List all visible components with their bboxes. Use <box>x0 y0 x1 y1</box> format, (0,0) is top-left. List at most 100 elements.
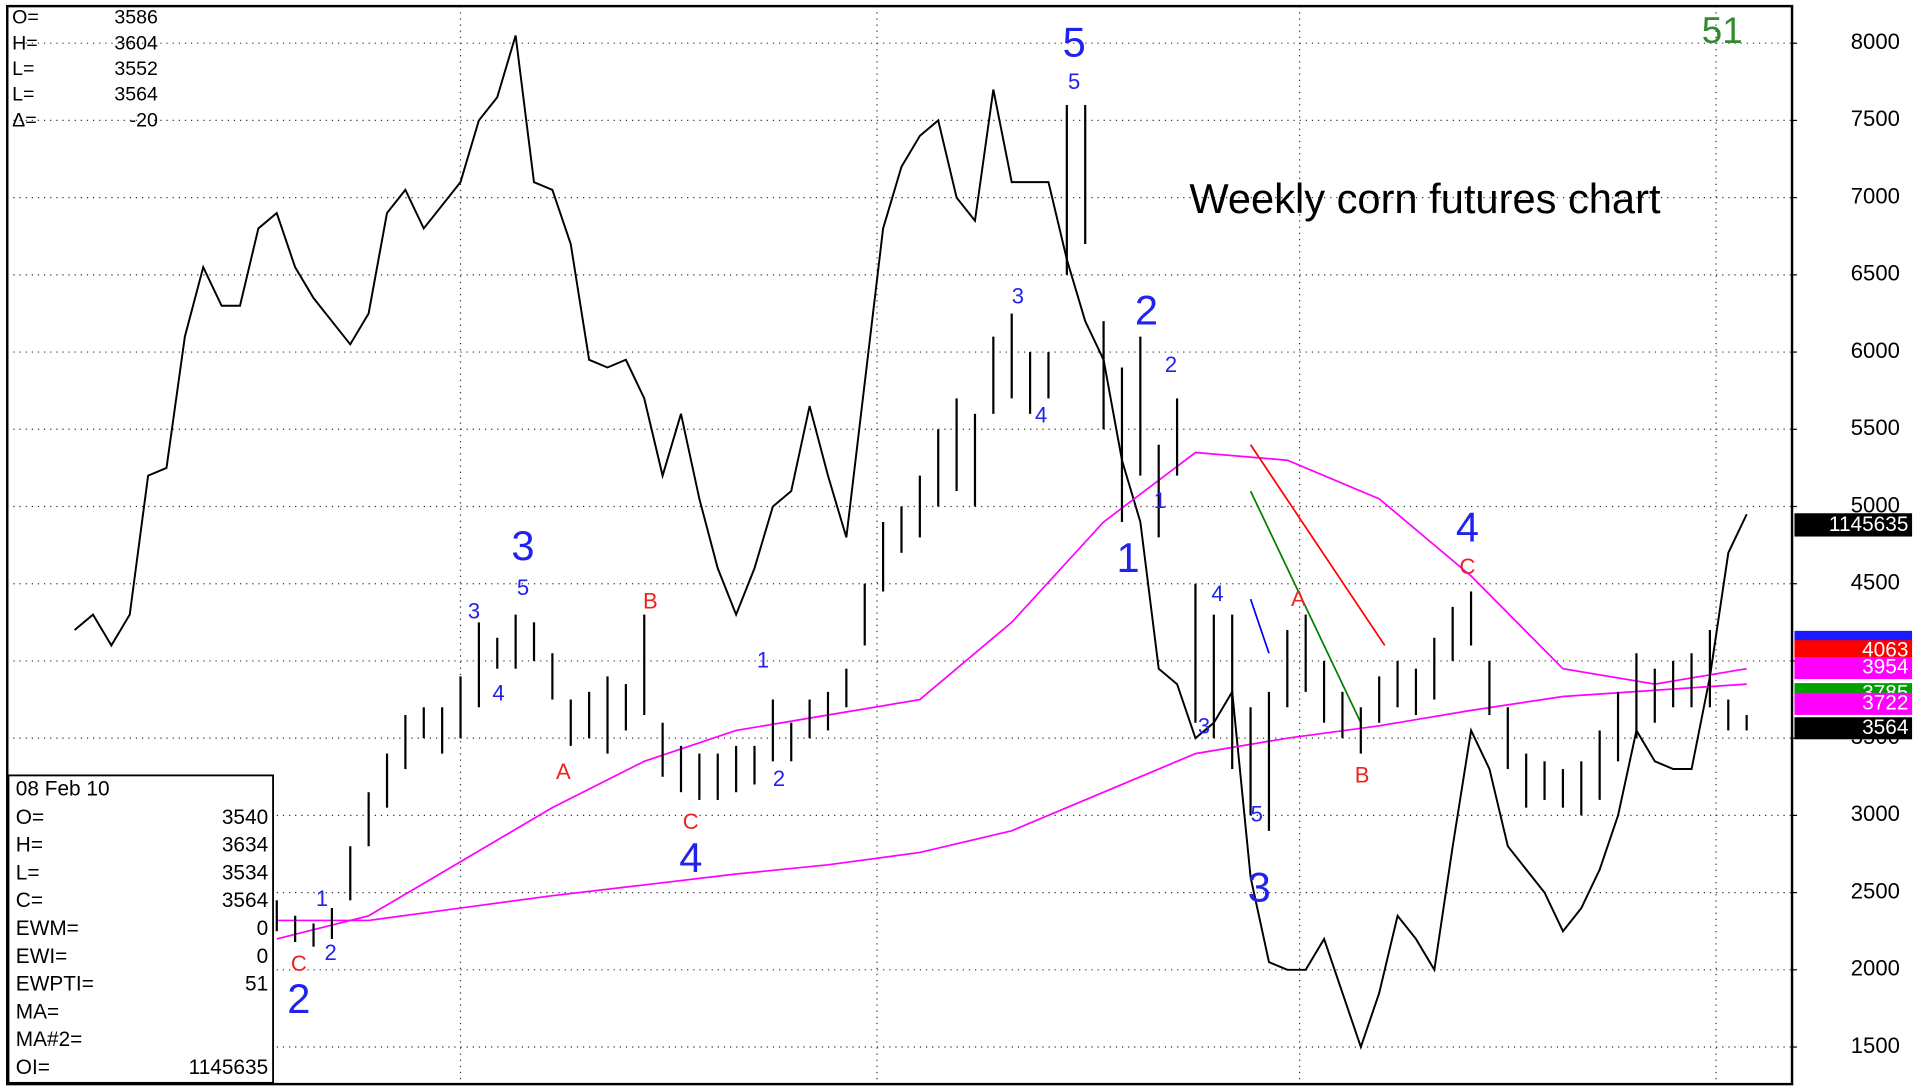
info-label: O= <box>16 806 44 829</box>
info-label: EWM= <box>16 917 79 940</box>
axis-panel <box>1792 0 1922 1089</box>
wave-label: B <box>643 589 658 614</box>
wave-label: 1 <box>757 647 769 672</box>
wave-label: A <box>556 759 571 784</box>
y-tick-label: 7000 <box>1851 183 1900 208</box>
wave-label: 1 <box>1117 534 1140 581</box>
info-value: 3564 <box>114 84 158 106</box>
wave-label: 1 <box>1154 488 1166 513</box>
plot-frame <box>6 4 1794 1086</box>
level-label: 4063 <box>1862 639 1908 662</box>
line-layer <box>73 35 1748 1051</box>
info-value: 51 <box>245 973 268 996</box>
line-series <box>1249 444 1386 646</box>
info-value: 0 <box>257 917 269 940</box>
info-panel <box>7 774 274 1084</box>
level-box <box>1794 640 1913 663</box>
wave-label: 3 <box>511 522 534 569</box>
line-series <box>276 683 1747 922</box>
annotation-layer: 2 3 4 5 2 1 3 4 1 2 3 5 4 1 2 3 4 5 2 1 4 3 5 C A B C A B C <box>287 18 1479 1022</box>
wave-label: 4 <box>492 680 504 705</box>
wave-label: 3 <box>1198 713 1210 738</box>
oi-box <box>1794 513 1913 537</box>
wave-label: 2 <box>773 766 785 791</box>
level-box <box>1794 657 1913 680</box>
info-label: OI= <box>16 1056 50 1079</box>
info-value: 1145635 <box>189 1056 268 1079</box>
y-tick-label: 5500 <box>1851 415 1900 440</box>
wave-label: 1 <box>316 886 328 911</box>
info-value: 3604 <box>114 32 158 54</box>
y-tick-label: 3000 <box>1851 801 1900 826</box>
y-tick-label: 7500 <box>1851 106 1900 131</box>
wave-label: 4 <box>679 834 702 881</box>
info-label: MA= <box>16 1000 59 1023</box>
wave-label: C <box>1459 554 1475 579</box>
y-tick-label: 5000 <box>1851 492 1900 517</box>
info-label: H= <box>12 32 38 54</box>
info-label: L= <box>12 84 34 106</box>
y-tick-label: 4500 <box>1851 570 1900 595</box>
chart-title: Weekly corn futures chart <box>1189 175 1661 222</box>
y-tick-label: 6000 <box>1851 338 1900 363</box>
info-value: -20 <box>130 109 158 131</box>
wave-label: A <box>1291 586 1306 611</box>
wave-label: 2 <box>1165 352 1177 377</box>
info-value: 3534 <box>222 861 268 884</box>
wave-label: 5 <box>1068 69 1080 94</box>
top-info-panel: O= 3586 H= 3604 L= 3552 L= 3564 Δ= -20 <box>12 7 158 132</box>
wave-label: 5 <box>517 575 529 600</box>
line-series <box>276 451 1747 940</box>
wave-label: 4 <box>1211 581 1223 606</box>
wave-label: 5 <box>1251 802 1263 827</box>
wave-count: 51 <box>1702 10 1743 51</box>
info-label: Δ= <box>12 109 37 131</box>
info-label: O= <box>12 7 39 29</box>
info-label: EWI= <box>16 945 67 968</box>
level-box <box>1794 692 1913 715</box>
level-box <box>1794 717 1913 740</box>
y-tick-label: 8000 <box>1851 29 1900 54</box>
y-tick-label: 1500 <box>1851 1033 1900 1058</box>
info-label: EWPTI= <box>16 973 94 996</box>
line-series <box>73 35 1748 1051</box>
wave-label: B <box>1355 762 1370 787</box>
wave-label: C <box>291 951 307 976</box>
info-value: 3586 <box>114 7 158 29</box>
y-tick-label: 2000 <box>1851 956 1900 981</box>
wave-label: 2 <box>287 975 310 1022</box>
wave-label: 2 <box>325 940 337 965</box>
info-value: 3564 <box>222 889 268 912</box>
info-value: 3552 <box>114 58 158 80</box>
line-series <box>1249 490 1362 724</box>
info-value: 3634 <box>222 834 268 857</box>
wave-label: 5 <box>1063 18 1086 65</box>
level-label: 3722 <box>1862 691 1908 714</box>
line-series <box>1249 598 1270 654</box>
bottom-info-panel: 08 Feb 10 O= 3540 H= 3634 L= 3534 C= 3564 EWM= 0 EW… <box>16 778 268 1079</box>
info-label: MA#2= <box>16 1028 83 1051</box>
info-label: H= <box>16 834 43 857</box>
level-box <box>1794 630 1913 644</box>
wave-label: C <box>683 809 699 834</box>
wave-label: 4 <box>1456 503 1479 550</box>
bar-layer <box>275 104 1748 947</box>
wave-label: 4 <box>1035 402 1047 427</box>
info-date: 08 Feb 10 <box>16 778 110 801</box>
wave-label: 3 <box>1012 283 1024 308</box>
level-labels: 40633954378537223564 <box>1794 639 1913 740</box>
level-label: 3954 <box>1862 656 1908 679</box>
y-tick-label: 6500 <box>1851 261 1900 286</box>
info-label: C= <box>16 889 43 912</box>
info-value: 3540 <box>222 806 268 829</box>
oi-label: 1145635 <box>1829 513 1908 536</box>
wave-label: 3 <box>1248 864 1271 911</box>
level-label: 3564 <box>1862 716 1908 739</box>
info-label: L= <box>16 861 40 884</box>
vertical-grid <box>459 6 1717 1085</box>
wave-label: 3 <box>468 598 480 623</box>
info-value: 0 <box>257 945 269 968</box>
info-label: L= <box>12 58 34 80</box>
